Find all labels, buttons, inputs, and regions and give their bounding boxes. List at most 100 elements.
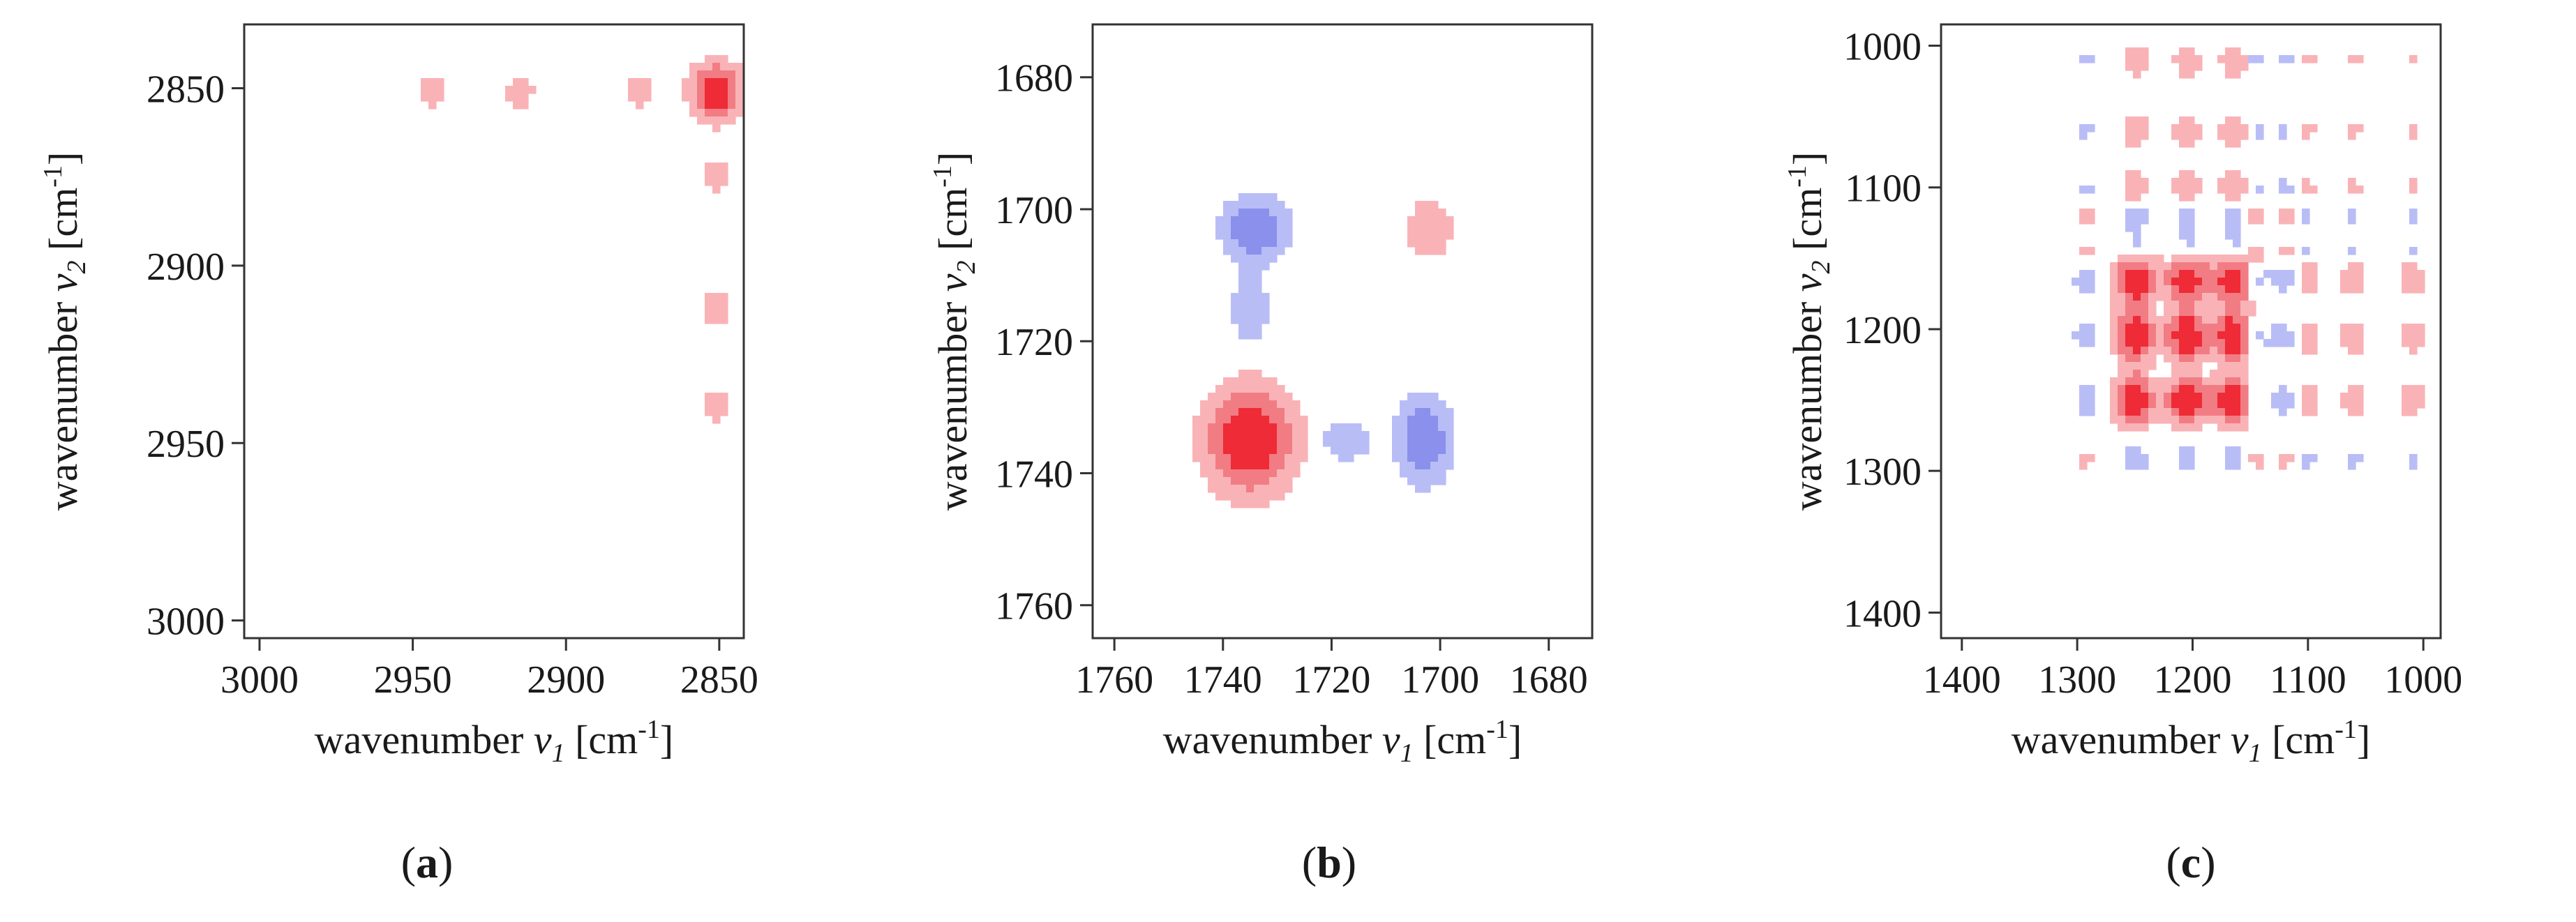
heatmap-cell [2356, 186, 2364, 194]
heatmap-cell [2233, 293, 2241, 301]
heatmap-cell [1300, 416, 1308, 424]
heatmap-cell [2156, 270, 2164, 278]
heatmap-cell [712, 124, 721, 133]
heatmap-cell [1430, 416, 1439, 424]
x-axis-title: wavenumber ν1 [cm-1] [2012, 715, 2370, 768]
heatmap-cell [2141, 370, 2149, 378]
heatmap-cell [2187, 316, 2195, 324]
heatmap-cell [2187, 362, 2195, 370]
heatmap-cell [2141, 331, 2149, 340]
heatmap-cell [2141, 423, 2149, 432]
heatmap-cell [2233, 339, 2241, 347]
heatmap-cell [1208, 408, 1216, 416]
heatmap-cell [2217, 316, 2226, 324]
heatmap-cell [2194, 301, 2203, 309]
heatmap-cell [1223, 477, 1231, 485]
heatmap-cell [2210, 301, 2218, 309]
heatmap-cell [2256, 462, 2264, 470]
heatmap-cell [720, 408, 728, 416]
heatmap-cell [2409, 132, 2418, 140]
heatmap-cell [1223, 408, 1231, 416]
y-axis-title: wavenumber ν2 [cm-1] [38, 152, 91, 511]
heatmap-cell [2087, 124, 2095, 133]
heatmap-cell [1361, 446, 1370, 455]
heatmap-cell [2409, 247, 2418, 255]
heatmap-cell [2148, 354, 2157, 363]
heatmap-cell [1331, 439, 1339, 447]
heatmap-cell [2279, 278, 2287, 286]
heatmap-cell [2194, 416, 2203, 424]
heatmap-cell [1231, 301, 1239, 309]
heatmap-cell [1415, 201, 1423, 209]
heatmap-cell [2356, 285, 2364, 294]
heatmap-cell [2233, 63, 2241, 71]
heatmap-cell [2402, 285, 2410, 294]
heatmap-cell [1407, 423, 1416, 432]
heatmap-cell [1269, 239, 1278, 248]
heatmap-cell [1430, 209, 1439, 217]
heatmap-cell [720, 393, 728, 401]
heatmap-cell [2348, 400, 2356, 409]
heatmap-cell [2179, 124, 2187, 133]
heatmap-cell [2148, 285, 2157, 294]
heatmap-cell [2179, 308, 2187, 317]
heatmap-cell [1254, 469, 1262, 478]
heatmap-cell [2148, 362, 2157, 370]
heatmap-cell [1246, 324, 1255, 332]
heatmap-cell [2179, 47, 2187, 56]
heatmap-cell [1269, 469, 1278, 478]
heatmap-cell [2179, 55, 2187, 63]
heatmap-cell [712, 170, 721, 179]
heatmap-cell [2279, 385, 2287, 393]
heatmap-cell [2309, 278, 2318, 286]
heatmap-cell [2233, 170, 2241, 179]
heatmap-cell [1407, 454, 1416, 462]
heatmap-cell [2079, 186, 2088, 194]
heatmap-cell [1438, 232, 1446, 240]
heatmap-cell [428, 93, 437, 102]
heatmap-cell [2233, 255, 2241, 263]
x-tick-label: 1200 [2153, 658, 2231, 702]
heatmap-cell [705, 93, 713, 102]
heatmap-cell [2133, 262, 2141, 271]
heatmap-cell [2118, 416, 2126, 424]
heatmap-cell [2179, 63, 2187, 71]
heatmap-cell [2110, 408, 2118, 416]
heatmap-cell [2141, 308, 2149, 317]
heatmap-cell [1231, 232, 1239, 240]
heatmap-cell [1246, 469, 1255, 478]
heatmap-cell [1292, 408, 1301, 416]
heatmap-cell [1261, 485, 1270, 493]
heatmap-cell [2286, 339, 2295, 347]
heatmap-cell [1231, 293, 1239, 301]
heatmap-cell [1269, 439, 1278, 447]
heatmap-cell [2271, 393, 2279, 401]
heatmap-cell [2302, 393, 2310, 401]
heatmap-cell [1407, 239, 1416, 248]
heatmap-cell [1208, 423, 1216, 432]
heatmap-cell [2356, 331, 2364, 340]
heatmap-cell [2079, 339, 2088, 347]
panel-b: 1760 1740 1720 1700 1680 1680170017201740176… [928, 23, 1594, 887]
heatmap-cell [2133, 462, 2141, 470]
heatmap-cell [2187, 116, 2195, 125]
heatmap-cell [2356, 385, 2364, 393]
heatmap-cell [2409, 331, 2418, 340]
heatmap-cell [2348, 285, 2356, 294]
heatmap-cell [2225, 255, 2233, 263]
heatmap-cell [2348, 55, 2356, 63]
heatmap-cell [2302, 270, 2310, 278]
heatmap-cell [682, 86, 690, 94]
heatmap-cell [2141, 400, 2149, 409]
heatmap-cell [2233, 224, 2241, 232]
heatmap-cell [1423, 462, 1431, 470]
heatmap-cell [2210, 331, 2218, 340]
heatmap-cell [2072, 331, 2080, 340]
heatmap-cell [1231, 446, 1239, 455]
heatmap-cell [2133, 446, 2141, 455]
heatmap-cell [2402, 262, 2410, 271]
heatmap-cell [2133, 186, 2141, 194]
heatmap-cell [2409, 209, 2418, 217]
heatmap-cell [1246, 500, 1255, 508]
heatmap-cell [2125, 170, 2134, 179]
